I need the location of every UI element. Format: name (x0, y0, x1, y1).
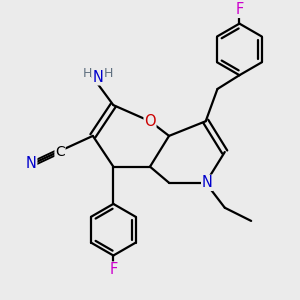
Text: N: N (93, 70, 104, 85)
Text: N: N (26, 156, 37, 171)
Text: F: F (109, 262, 118, 277)
Text: O: O (144, 114, 156, 129)
Text: N: N (202, 175, 213, 190)
Text: H: H (83, 67, 92, 80)
Text: F: F (235, 2, 244, 17)
Text: C: C (55, 145, 65, 159)
Text: H: H (103, 67, 113, 80)
